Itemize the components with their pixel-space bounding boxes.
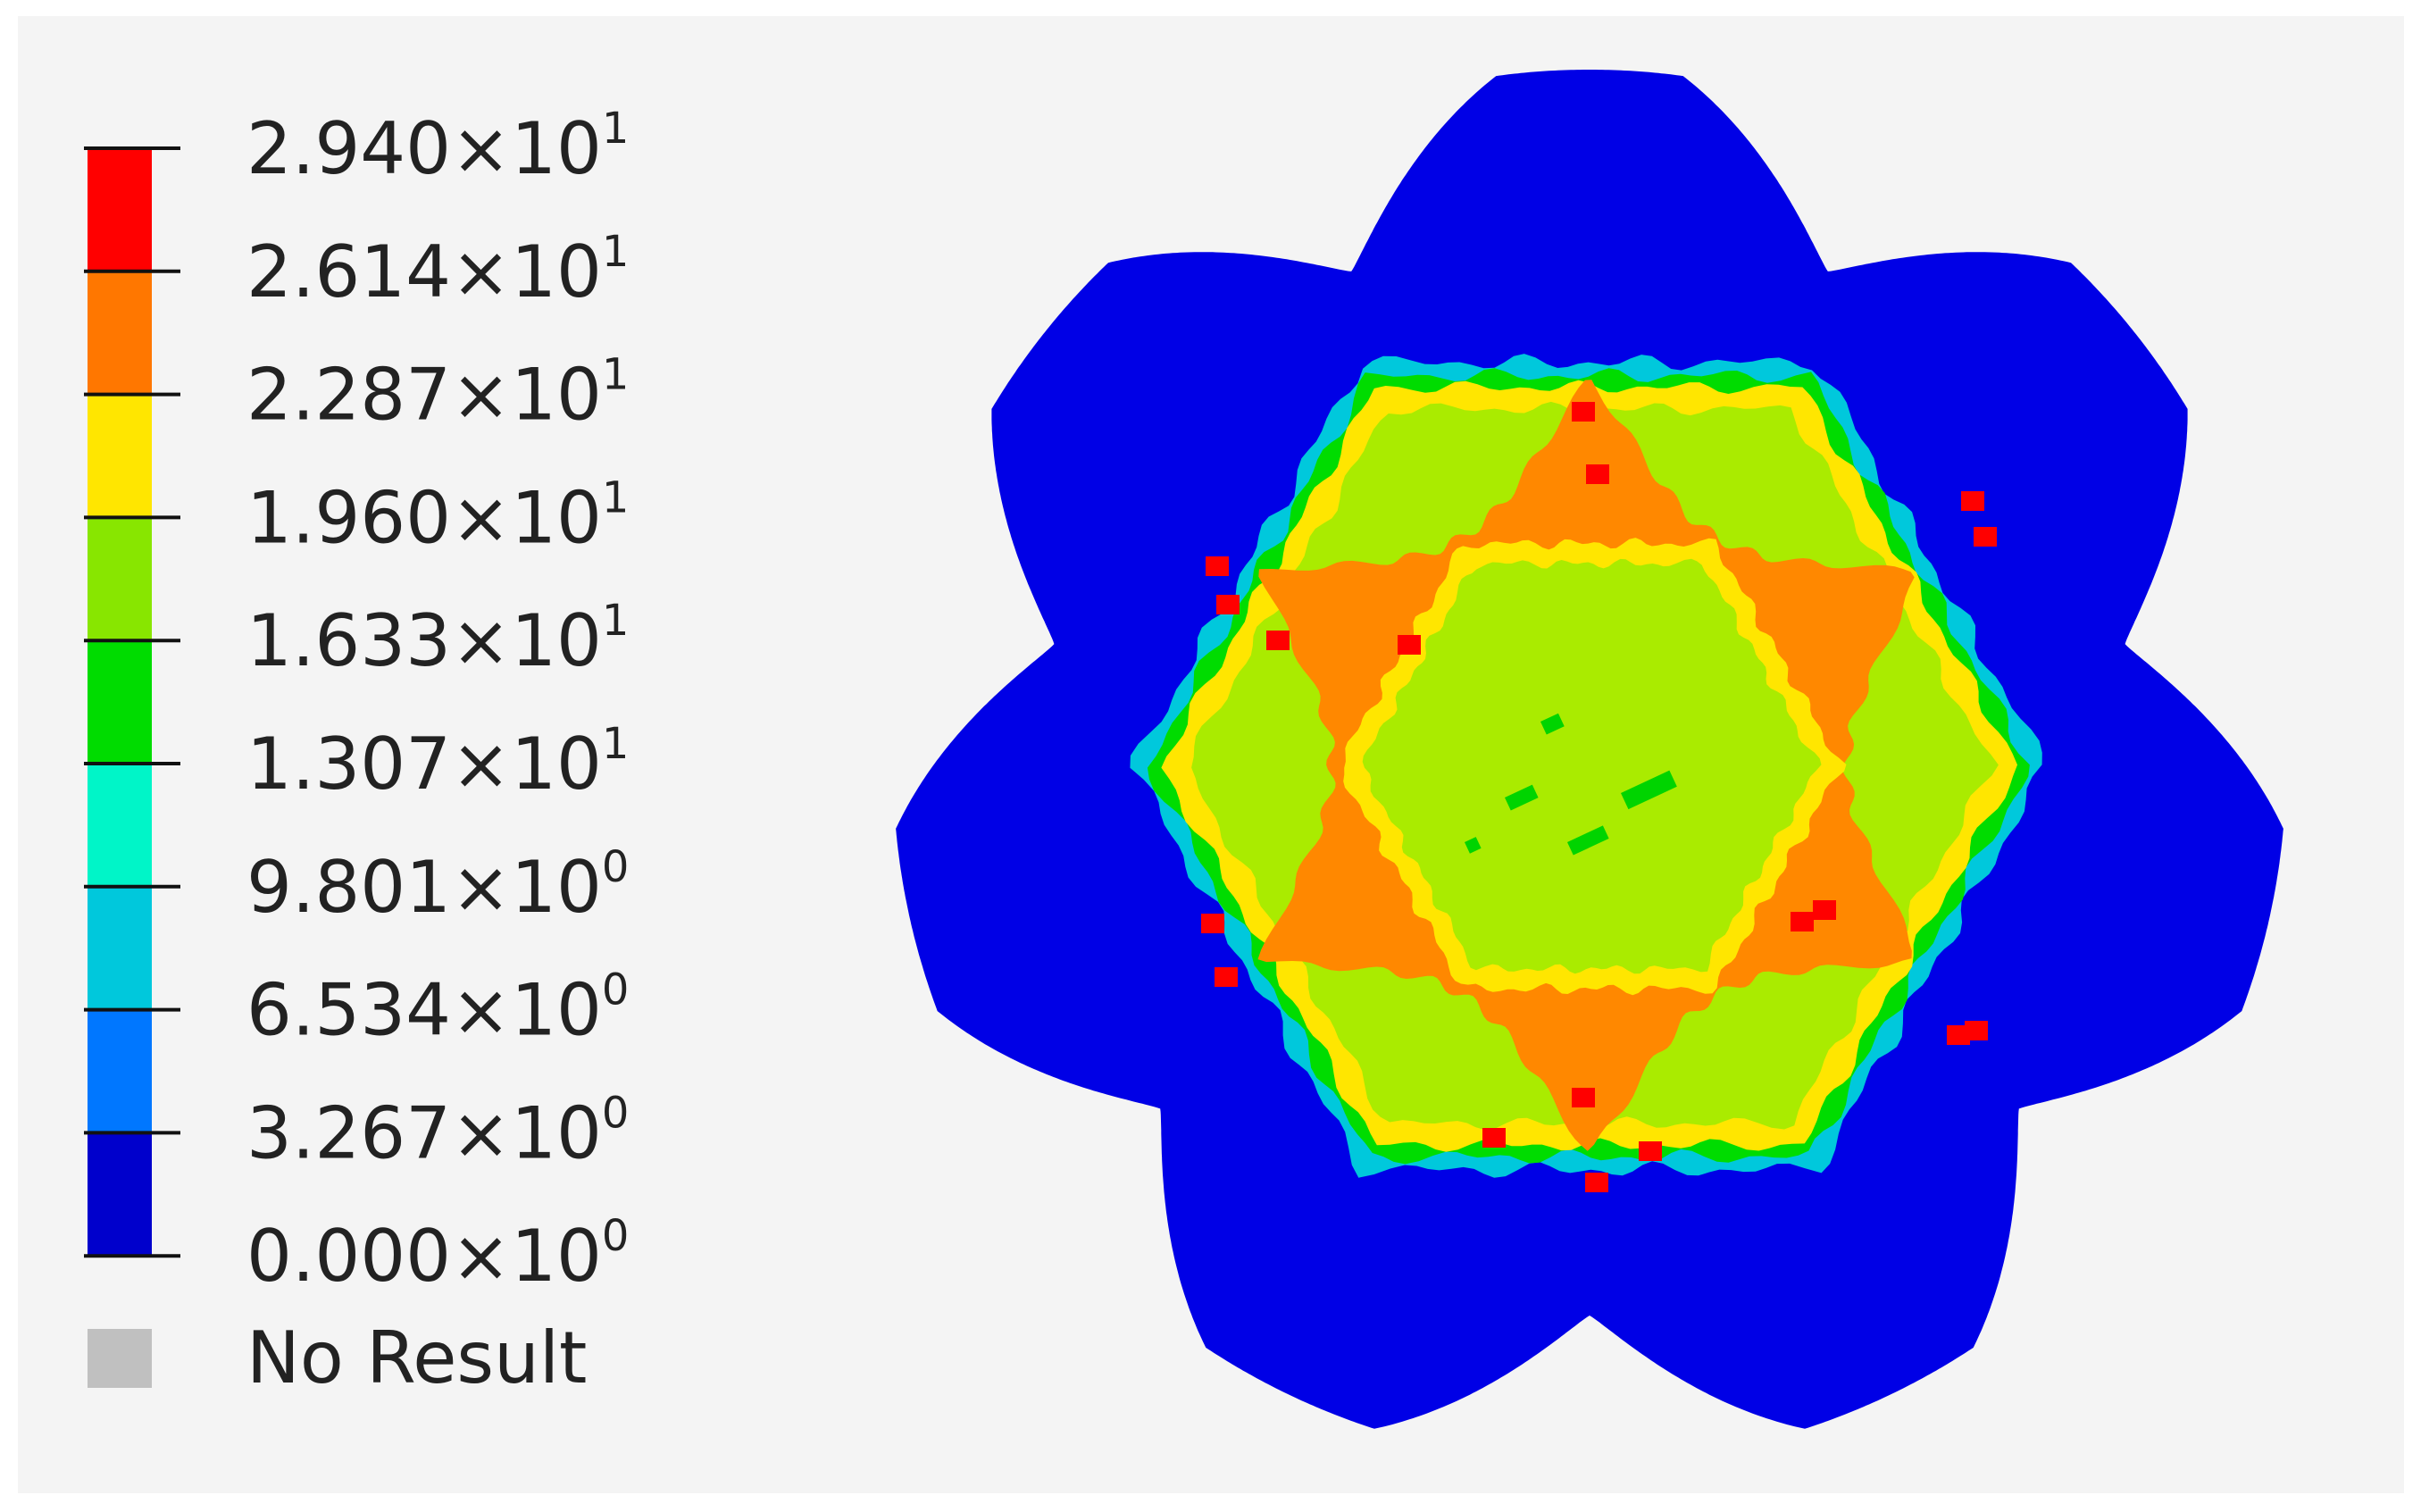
legend-label-times: ×10 [451,230,602,313]
hot-spot [1398,635,1421,655]
result-viewport[interactable]: 2.940×101 2.614×101 2.287×101 1.960×101 1.63… [18,16,2404,1493]
legend-label-mantissa: 9.801 [246,846,451,929]
hot-spot [1215,967,1238,987]
legend-label-times: ×10 [451,599,602,682]
legend-label-times: ×10 [451,969,602,1052]
legend-color-bar [88,148,152,1257]
hot-spot [1947,1025,1970,1045]
zone-center-pale-green [1362,558,1822,974]
legend-label-times: ×10 [451,723,602,806]
legend-label: 1.960×101 [246,472,629,559]
legend-label-times: ×10 [451,476,602,559]
legend-label-exponent: 1 [602,227,630,277]
legend-label-times: ×10 [451,1091,602,1174]
hot-spots [1201,402,1997,1192]
color-legend: 2.940×1012.614×1012.287×1011.960×1011.63… [84,104,629,1399]
legend-label-mantissa: 1.960 [246,476,451,559]
contour-zones [1130,354,2042,1178]
hot-spot [1965,1021,1988,1040]
legend-label-exponent: 1 [602,596,630,646]
legend-band-3 [88,764,152,887]
legend-label-times: ×10 [451,1215,602,1298]
legend-label-exponent: 1 [602,472,630,522]
legend-label-mantissa: 1.307 [246,723,451,806]
legend-label-exponent: 1 [602,104,630,154]
legend-label: 2.614×101 [246,227,629,313]
hot-spot [1585,1173,1608,1192]
legend-band-2 [88,886,152,1010]
legend-label: 6.534×100 [246,965,629,1052]
legend-label: 3.267×100 [246,1088,629,1174]
legend-label-exponent: 0 [602,842,630,892]
legend-label-mantissa: 6.534 [246,969,451,1052]
center-spot [1465,837,1482,854]
hot-spot [1961,491,1984,511]
legend-label-exponent: 0 [602,1088,630,1138]
hot-spot [1206,556,1229,576]
legend-band-8 [88,148,152,271]
legend-label-times: ×10 [451,107,602,190]
legend-band-1 [88,1009,152,1133]
hot-spot [1266,631,1290,650]
center-spot [1540,713,1565,735]
center-spot [1504,784,1539,811]
legend-label: 2.940×101 [246,104,629,190]
center-spot [1567,825,1609,856]
legend-label-exponent: 0 [602,1211,630,1261]
legend-ticks [84,146,180,1258]
hot-spot [1216,595,1240,614]
legend-label: 9.801×100 [246,842,629,929]
legend-label-mantissa: 2.940 [246,107,451,190]
legend-band-7 [88,271,152,395]
no-result-label: No Result [246,1316,587,1399]
legend-label-exponent: 1 [602,350,630,400]
legend-label-times: ×10 [451,354,602,437]
hot-spot [1639,1141,1662,1161]
legend-labels: 2.940×1012.614×1012.287×1011.960×1011.63… [246,104,629,1298]
hot-spot [1586,464,1609,484]
legend-label-exponent: 0 [602,965,630,1015]
hot-spot [1572,1088,1595,1107]
legend-label: 1.633×101 [246,596,629,682]
legend-label-mantissa: 1.633 [246,599,451,682]
hot-spot [1974,527,1997,547]
stress-contour-plot [896,70,2283,1429]
legend-band-6 [88,394,152,518]
legend-band-5 [88,517,152,641]
hot-spot [1482,1128,1506,1148]
legend-label-times: ×10 [451,846,602,929]
hot-spot [1791,912,1814,931]
legend-band-4 [88,640,152,764]
legend-label-mantissa: 3.267 [246,1091,451,1174]
no-result-swatch [88,1329,152,1388]
hot-spot [1201,914,1224,933]
hot-spot [1813,900,1836,920]
legend-label: 0.000×100 [246,1211,629,1298]
hot-spot [1572,402,1595,422]
legend-label-mantissa: 0.000 [246,1215,451,1298]
center-spot [1621,770,1677,810]
legend-label: 1.307×101 [246,719,629,806]
legend-label-exponent: 1 [602,719,630,769]
legend-label: 2.287×101 [246,350,629,437]
legend-band-0 [88,1132,152,1257]
legend-label-mantissa: 2.287 [246,354,451,437]
legend-label-mantissa: 2.614 [246,230,451,313]
